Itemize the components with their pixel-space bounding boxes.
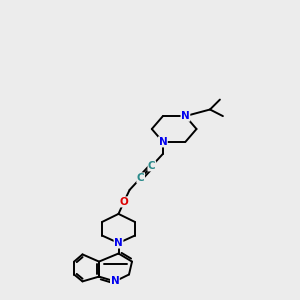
Text: N: N — [158, 137, 167, 147]
Text: C: C — [148, 161, 156, 171]
Text: C: C — [137, 173, 145, 183]
Text: N: N — [114, 238, 123, 248]
Text: N: N — [110, 276, 119, 286]
Text: O: O — [119, 197, 128, 207]
Text: N: N — [181, 111, 190, 121]
